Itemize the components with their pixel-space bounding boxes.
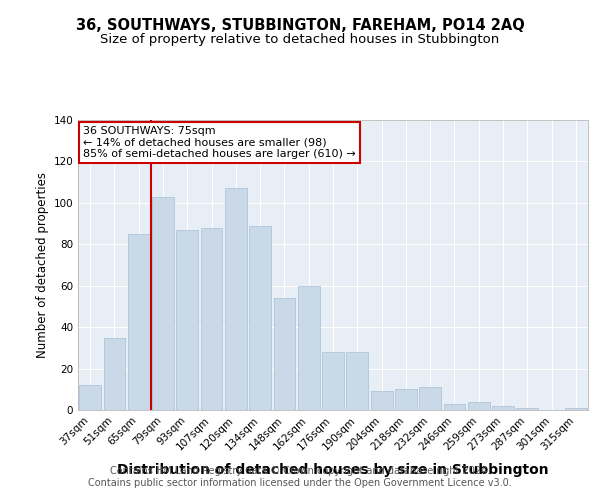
Bar [152, 196, 174, 410]
Bar [443, 404, 466, 410]
Text: 36, SOUTHWAYS, STUBBINGTON, FAREHAM, PO14 2AQ: 36, SOUTHWAYS, STUBBINGTON, FAREHAM, PO1… [76, 18, 524, 32]
X-axis label: Distribution of detached houses by size in Stubbington: Distribution of detached houses by size … [117, 463, 549, 477]
Bar [517, 408, 538, 410]
Bar [322, 352, 344, 410]
Text: Size of property relative to detached houses in Stubbington: Size of property relative to detached ho… [100, 32, 500, 46]
Bar [298, 286, 320, 410]
Bar [176, 230, 198, 410]
Text: Contains HM Land Registry data © Crown copyright and database right 2024.
Contai: Contains HM Land Registry data © Crown c… [88, 466, 512, 487]
Bar [346, 352, 368, 410]
Bar [274, 298, 295, 410]
Bar [419, 387, 441, 410]
Bar [249, 226, 271, 410]
Bar [128, 234, 149, 410]
Bar [565, 408, 587, 410]
Bar [468, 402, 490, 410]
Bar [225, 188, 247, 410]
Text: 36 SOUTHWAYS: 75sqm
← 14% of detached houses are smaller (98)
85% of semi-detach: 36 SOUTHWAYS: 75sqm ← 14% of detached ho… [83, 126, 356, 159]
Bar [200, 228, 223, 410]
Bar [371, 392, 392, 410]
Bar [104, 338, 125, 410]
Bar [395, 390, 417, 410]
Y-axis label: Number of detached properties: Number of detached properties [36, 172, 49, 358]
Bar [492, 406, 514, 410]
Bar [79, 385, 101, 410]
